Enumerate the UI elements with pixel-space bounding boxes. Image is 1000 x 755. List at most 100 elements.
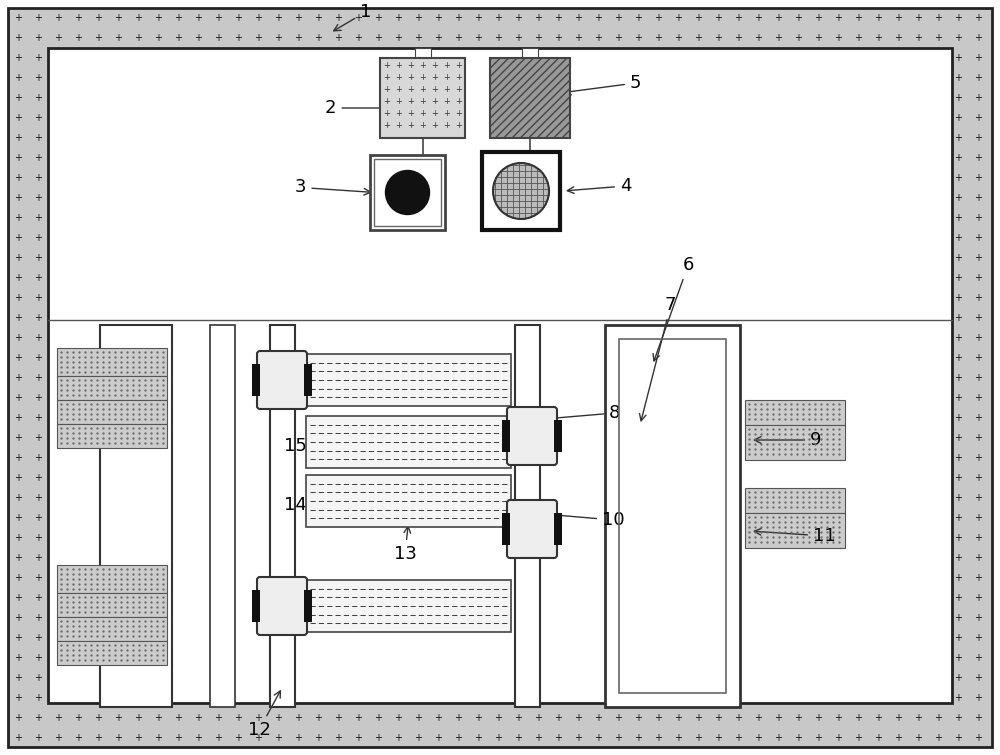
- Text: +: +: [454, 393, 462, 403]
- Text: +: +: [954, 233, 962, 243]
- Text: +: +: [694, 693, 702, 703]
- Text: +: +: [254, 113, 262, 123]
- Text: +: +: [834, 733, 842, 743]
- Text: +: +: [654, 533, 662, 543]
- Bar: [57, 593, 167, 617]
- Text: +: +: [794, 213, 802, 223]
- Text: +: +: [554, 573, 562, 583]
- Text: +: +: [774, 653, 782, 663]
- Text: +: +: [574, 693, 582, 703]
- Text: +: +: [74, 253, 82, 263]
- Text: +: +: [274, 173, 282, 183]
- Text: +: +: [334, 593, 342, 603]
- Text: +: +: [34, 73, 42, 83]
- Text: +: +: [814, 173, 822, 183]
- Text: +: +: [834, 53, 842, 63]
- Text: +: +: [774, 73, 782, 83]
- Text: +: +: [454, 193, 462, 203]
- Text: +: +: [34, 513, 42, 523]
- Text: +: +: [314, 133, 322, 143]
- Text: +: +: [414, 513, 422, 523]
- Text: +: +: [454, 133, 462, 143]
- Text: +: +: [114, 433, 122, 443]
- Bar: [306, 416, 511, 468]
- Text: +: +: [674, 693, 682, 703]
- Text: +: +: [874, 733, 882, 743]
- Text: +: +: [14, 373, 22, 383]
- Text: +: +: [214, 453, 222, 463]
- Text: +: +: [134, 73, 142, 83]
- Text: +: +: [194, 573, 202, 583]
- Circle shape: [386, 171, 430, 214]
- Text: +: +: [394, 433, 402, 443]
- Text: +: +: [194, 213, 202, 223]
- Text: +: +: [694, 173, 702, 183]
- Text: +: +: [394, 733, 402, 743]
- Text: +: +: [734, 33, 742, 43]
- Text: +: +: [114, 273, 122, 283]
- Text: +: +: [834, 713, 842, 723]
- Text: +: +: [654, 473, 662, 483]
- Text: +: +: [854, 473, 862, 483]
- Text: +: +: [474, 353, 482, 363]
- Text: +: +: [394, 453, 402, 463]
- Text: +: +: [274, 253, 282, 263]
- Bar: [502, 421, 510, 451]
- Text: +: +: [894, 173, 902, 183]
- Text: +: +: [294, 553, 302, 563]
- Text: +: +: [254, 133, 262, 143]
- Text: +: +: [754, 573, 762, 583]
- Text: +: +: [294, 373, 302, 383]
- Text: +: +: [134, 353, 142, 363]
- Text: +: +: [514, 193, 522, 203]
- Text: +: +: [454, 333, 462, 343]
- Text: +: +: [474, 13, 482, 23]
- Text: +: +: [114, 413, 122, 423]
- Text: +: +: [974, 233, 982, 243]
- Text: +: +: [194, 353, 202, 363]
- Text: +: +: [754, 493, 762, 503]
- Text: +: +: [154, 333, 162, 343]
- Text: +: +: [614, 593, 622, 603]
- Text: +: +: [74, 453, 82, 463]
- Text: +: +: [174, 473, 182, 483]
- Text: +: +: [14, 33, 22, 43]
- Text: +: +: [814, 353, 822, 363]
- Text: +: +: [394, 113, 402, 123]
- Text: +: +: [794, 453, 802, 463]
- Text: +: +: [54, 93, 62, 103]
- Text: +: +: [74, 713, 82, 723]
- Text: +: +: [454, 273, 462, 283]
- Text: +: +: [414, 133, 422, 143]
- Text: +: +: [674, 33, 682, 43]
- Text: +: +: [614, 733, 622, 743]
- Text: +: +: [254, 673, 262, 683]
- Text: +: +: [314, 633, 322, 643]
- Text: +: +: [434, 513, 442, 523]
- Text: +: +: [396, 121, 402, 130]
- Text: +: +: [394, 313, 402, 323]
- Text: +: +: [774, 593, 782, 603]
- Text: +: +: [674, 153, 682, 163]
- Text: +: +: [74, 93, 82, 103]
- Text: +: +: [314, 273, 322, 283]
- Text: +: +: [396, 72, 402, 82]
- Text: +: +: [214, 333, 222, 343]
- Text: +: +: [74, 113, 82, 123]
- Text: +: +: [814, 433, 822, 443]
- Text: +: +: [794, 93, 802, 103]
- Text: +: +: [914, 173, 922, 183]
- Text: +: +: [774, 353, 782, 363]
- Text: +: +: [474, 73, 482, 83]
- Text: +: +: [134, 393, 142, 403]
- Text: +: +: [954, 673, 962, 683]
- Text: +: +: [554, 553, 562, 563]
- Text: +: +: [914, 433, 922, 443]
- Text: +: +: [754, 553, 762, 563]
- Text: +: +: [774, 513, 782, 523]
- Text: +: +: [174, 653, 182, 663]
- Text: +: +: [254, 693, 262, 703]
- Text: +: +: [954, 593, 962, 603]
- Text: +: +: [494, 533, 502, 543]
- Text: +: +: [834, 73, 842, 83]
